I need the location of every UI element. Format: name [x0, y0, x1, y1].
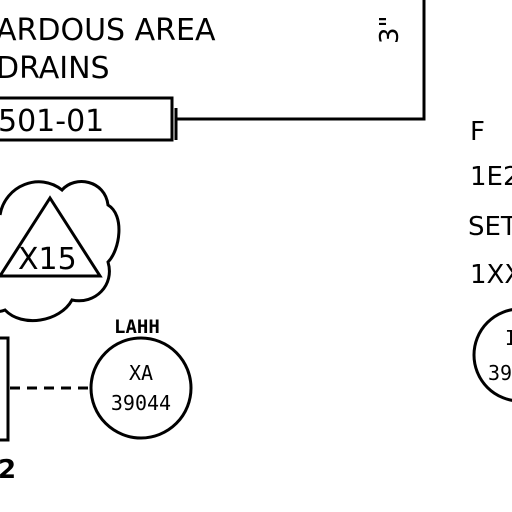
connection-line-top [176, 0, 426, 121]
instrument-type: XA [129, 361, 153, 385]
instrument-number: 39044 [111, 391, 171, 415]
area-label-line1: ARDOUS AREA [0, 13, 216, 48]
right-partial-bubble [472, 308, 512, 402]
revision-flag-text: X15 [18, 242, 77, 277]
drawing-ref-box [0, 96, 174, 142]
right-text-line1: F [470, 117, 485, 147]
revision-cloud [0, 180, 121, 323]
drawing-ref-text: 501-01 [0, 104, 104, 139]
area-label-line2: DRAINS [0, 51, 110, 86]
vertical-pipe-label: 3" [375, 15, 405, 44]
right-bubble-top: I [505, 326, 512, 350]
right-bubble-bottom: 39 [488, 361, 512, 385]
instrument-bubble [89, 336, 193, 440]
instrument-function-tag: LAHH [114, 316, 160, 338]
right-text-line2: 1E2 [470, 162, 512, 192]
left-partial-box [0, 336, 10, 442]
right-text-line4: 1XX [470, 260, 512, 290]
left-cut-label: 2 [0, 455, 16, 485]
revision-triangle [0, 195, 103, 278]
right-text-line3: SET [468, 212, 512, 242]
